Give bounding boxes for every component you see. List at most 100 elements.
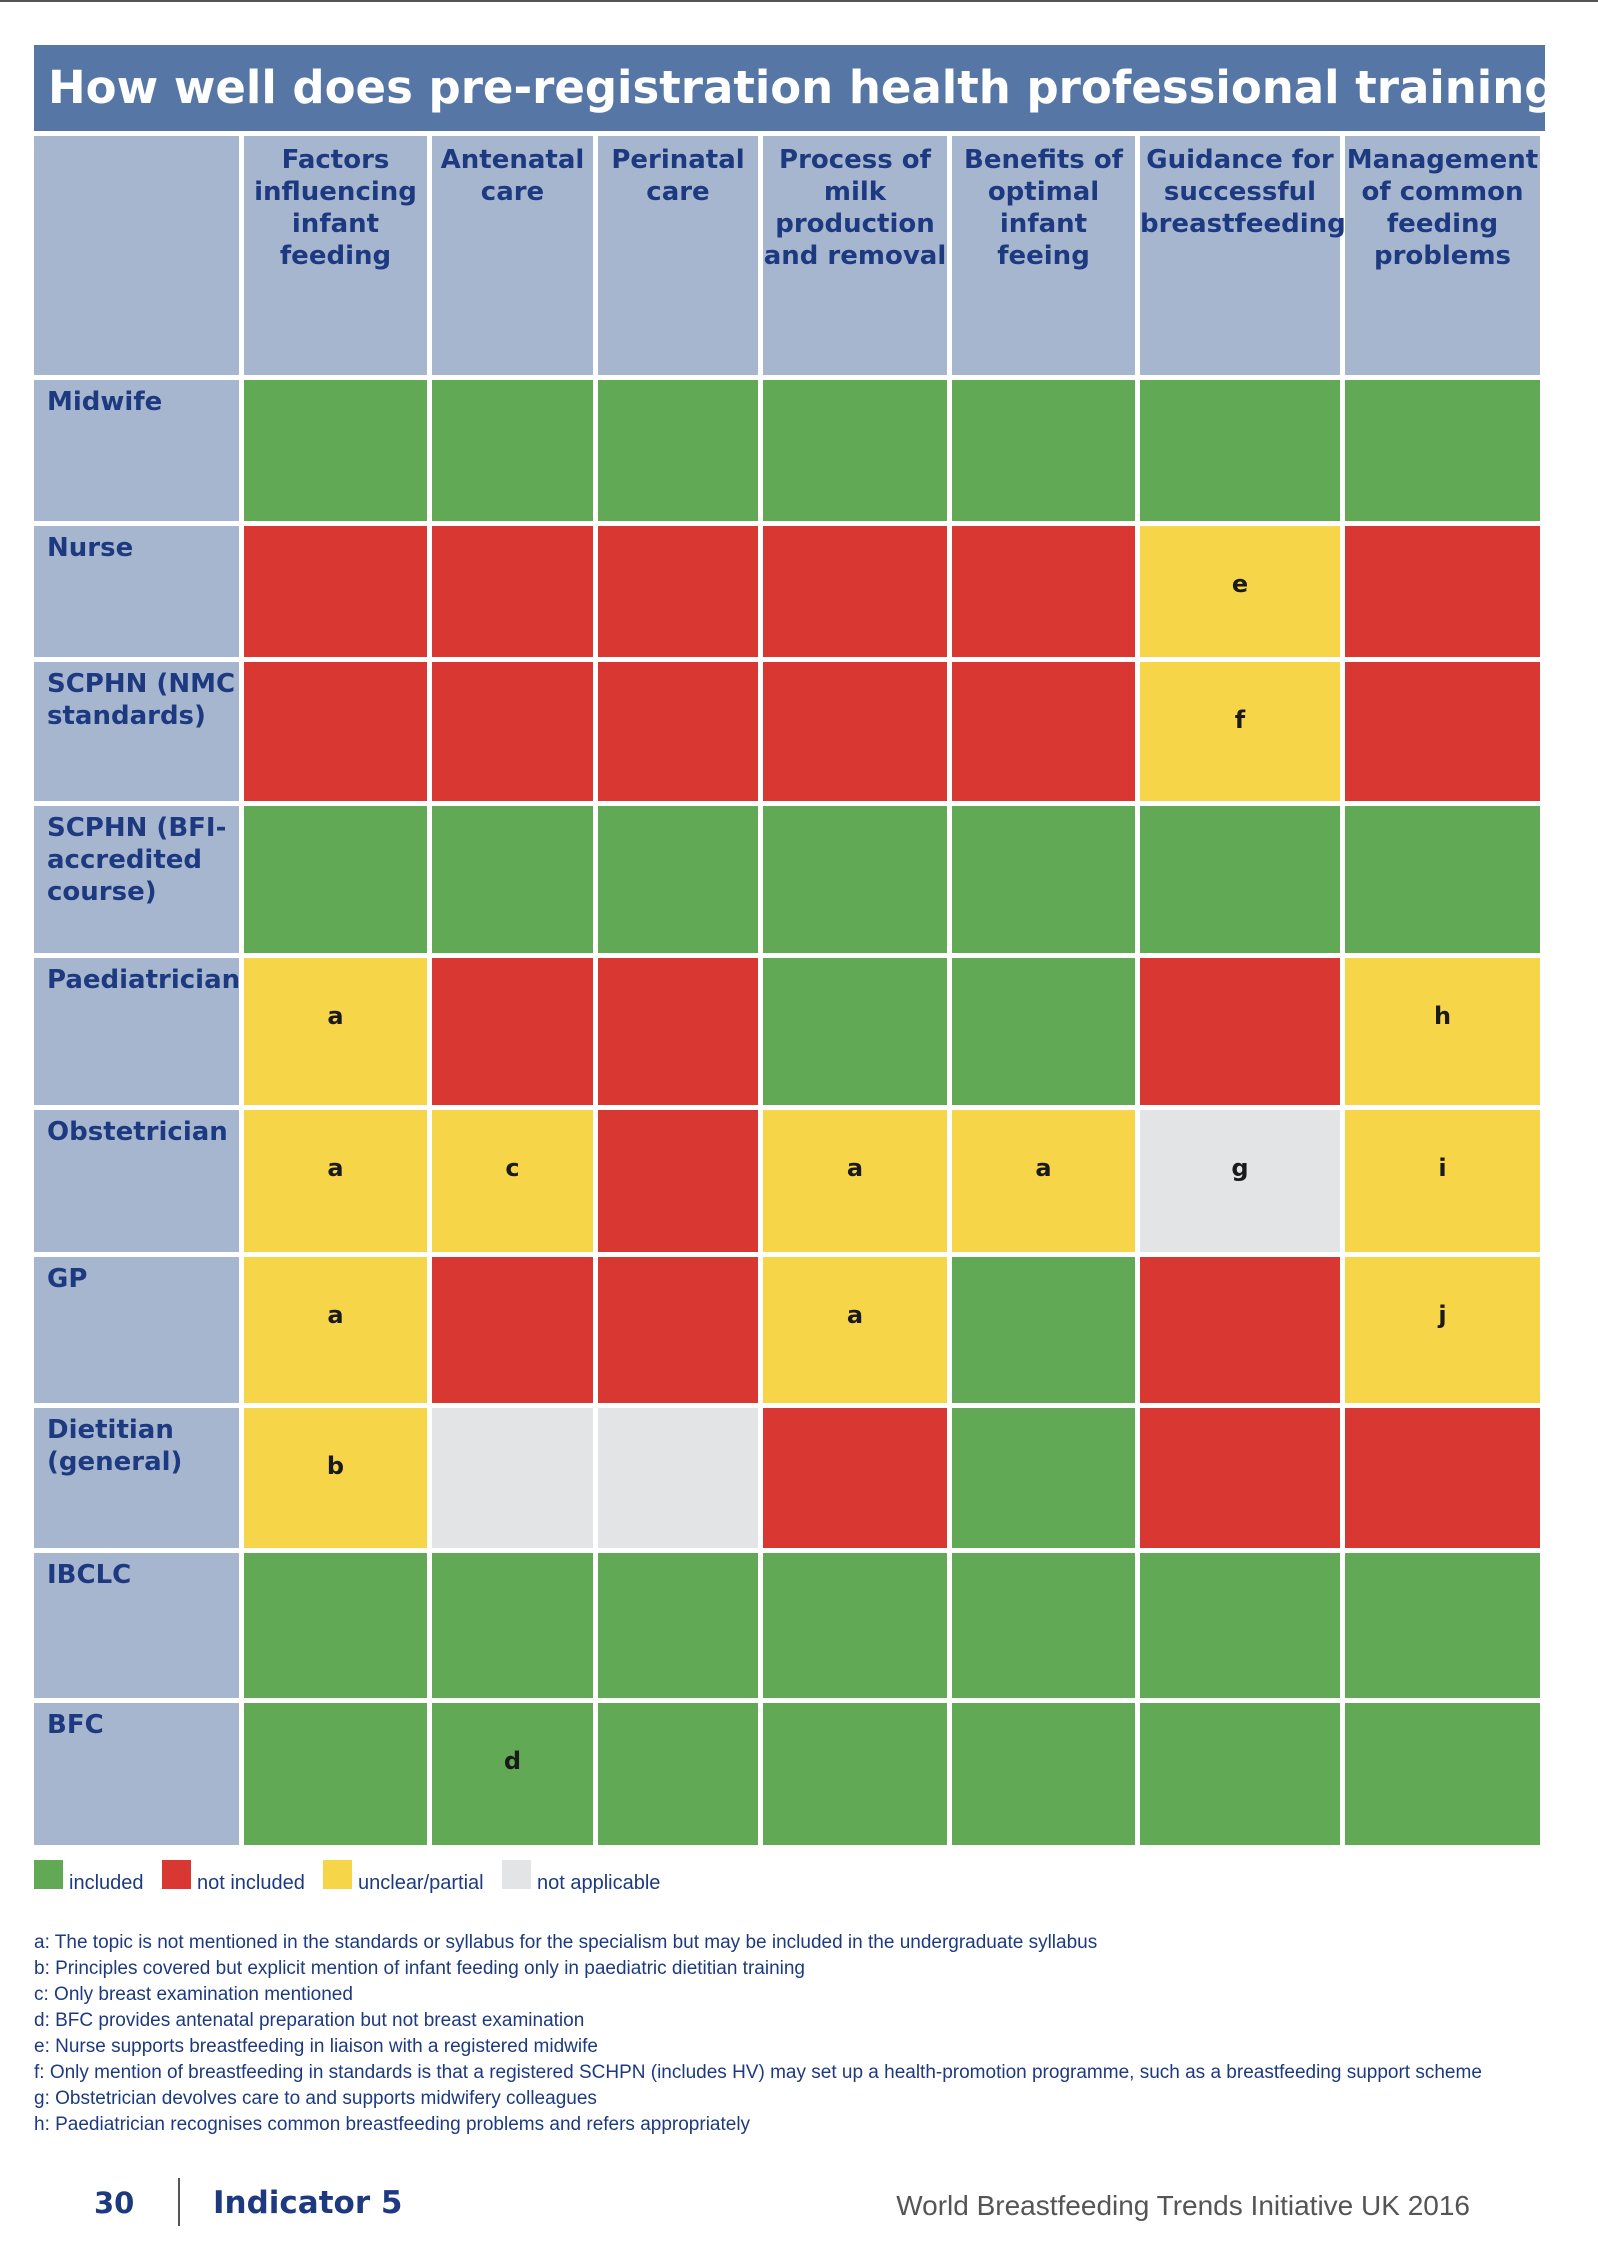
footnotes: a: The topic is not mentioned in the sta… bbox=[34, 1930, 1564, 2138]
status-cell bbox=[598, 1408, 758, 1548]
status-cell bbox=[598, 662, 758, 801]
footnote-line: b: Principles covered but explicit menti… bbox=[34, 1958, 806, 1979]
column-header: Antenatal care bbox=[432, 136, 593, 375]
status-cell: a bbox=[763, 1110, 947, 1252]
legend-swatch bbox=[502, 1860, 531, 1889]
status-cell bbox=[432, 806, 593, 953]
status-cell bbox=[598, 1257, 758, 1403]
row-header: Nurse bbox=[34, 526, 239, 657]
status-cell bbox=[952, 380, 1135, 521]
status-cell bbox=[1345, 662, 1540, 801]
status-cell bbox=[1345, 1553, 1540, 1698]
footnote-marker: d bbox=[503, 1747, 522, 1775]
status-cell bbox=[598, 806, 758, 953]
status-cell bbox=[244, 1703, 427, 1845]
status-cell: a bbox=[952, 1110, 1135, 1252]
status-cell: h bbox=[1345, 958, 1540, 1105]
page-title: How well does pre-registration health pr… bbox=[34, 45, 1545, 131]
row-header: SCPHN (NMC standards) bbox=[34, 662, 239, 801]
footer-divider bbox=[178, 2178, 180, 2226]
indicator-label: Indicator 5 bbox=[213, 2185, 403, 2221]
status-cell bbox=[598, 526, 758, 657]
row-header: Paediatrician bbox=[34, 958, 240, 1105]
status-cell bbox=[763, 806, 947, 953]
status-cell bbox=[763, 1408, 947, 1548]
row-header: Dietitian (general) bbox=[34, 1408, 239, 1548]
publication-name: World Breastfeeding Trends Initiative UK… bbox=[896, 2190, 1470, 2221]
status-cell bbox=[432, 1553, 593, 1698]
status-cell bbox=[952, 1703, 1135, 1845]
row-header: SCPHN (BFI-accredited course) bbox=[34, 806, 239, 953]
footnote-line: g: Obstetrician devolves care to and sup… bbox=[34, 2088, 597, 2109]
legend-label: not included bbox=[197, 1872, 305, 1894]
status-cell bbox=[1140, 958, 1340, 1105]
status-cell bbox=[598, 958, 758, 1105]
status-cell bbox=[763, 662, 947, 801]
row-header: Obstetrician bbox=[34, 1110, 239, 1252]
table-corner bbox=[34, 136, 239, 375]
status-cell bbox=[432, 526, 593, 657]
footnote-marker: a bbox=[1035, 1154, 1052, 1182]
status-cell: e bbox=[1140, 526, 1340, 657]
legend-swatch bbox=[162, 1860, 191, 1889]
footnote-marker: c bbox=[505, 1154, 520, 1182]
status-cell bbox=[763, 380, 947, 521]
footnote-marker: a bbox=[327, 1002, 344, 1030]
status-cell bbox=[1140, 1703, 1340, 1845]
status-cell bbox=[763, 526, 947, 657]
row-header: GP bbox=[34, 1257, 239, 1403]
row-header: Midwife bbox=[34, 380, 239, 521]
column-header: Factors influencing infant feeding bbox=[244, 136, 427, 375]
status-cell bbox=[952, 1408, 1135, 1548]
legend-item: not included bbox=[162, 1860, 342, 1894]
status-cell bbox=[598, 1110, 758, 1252]
column-header: Process of milk production and removal bbox=[763, 136, 947, 375]
status-cell bbox=[1140, 806, 1340, 953]
status-cell bbox=[952, 526, 1135, 657]
status-cell: i bbox=[1345, 1110, 1540, 1252]
status-cell bbox=[763, 1703, 947, 1845]
status-cell bbox=[763, 958, 947, 1105]
status-cell bbox=[1140, 1257, 1340, 1403]
status-cell: b bbox=[244, 1408, 427, 1548]
status-cell bbox=[1345, 806, 1540, 953]
status-cell bbox=[432, 958, 593, 1105]
footnote-line: f: Only mention of breastfeeding in stan… bbox=[34, 2062, 1482, 2083]
column-header: Management of common feeding problems bbox=[1345, 136, 1540, 375]
status-cell bbox=[952, 958, 1135, 1105]
status-cell bbox=[952, 1257, 1135, 1403]
status-cell bbox=[952, 662, 1135, 801]
footnote-marker: b bbox=[326, 1452, 345, 1480]
footnote-line: e: Nurse supports breastfeeding in liais… bbox=[34, 2036, 598, 2057]
status-cell bbox=[952, 1553, 1135, 1698]
status-cell: c bbox=[432, 1110, 593, 1252]
status-cell bbox=[432, 662, 593, 801]
footnote-marker: i bbox=[1438, 1154, 1447, 1182]
footnote-marker: a bbox=[846, 1301, 864, 1329]
footnote-line: c: Only breast examination mentioned bbox=[34, 1984, 353, 2005]
page-number: 30 bbox=[94, 2186, 135, 2220]
footnote-marker: f bbox=[1234, 706, 1246, 734]
status-cell bbox=[244, 526, 427, 657]
status-cell bbox=[244, 1553, 427, 1698]
footnote-marker: g bbox=[1231, 1154, 1249, 1182]
footnote-line: h: Paediatrician recognises common breas… bbox=[34, 2114, 751, 2135]
status-cell bbox=[432, 1257, 593, 1403]
status-cell: d bbox=[432, 1703, 593, 1845]
status-cell bbox=[763, 1553, 947, 1698]
status-cell bbox=[244, 806, 427, 953]
column-header: Guidance for successful breastfeeding bbox=[1140, 136, 1346, 375]
status-cell bbox=[432, 1408, 593, 1548]
status-cell: j bbox=[1345, 1257, 1540, 1403]
legend-swatch bbox=[34, 1860, 63, 1889]
footnote-marker: a bbox=[327, 1154, 344, 1182]
status-cell bbox=[1345, 526, 1540, 657]
footnote-marker: j bbox=[1438, 1301, 1447, 1329]
legend-swatch bbox=[323, 1860, 352, 1889]
status-cell bbox=[244, 662, 427, 801]
status-cell bbox=[598, 380, 758, 521]
legend-label: unclear/partial bbox=[358, 1872, 484, 1894]
top-rule bbox=[0, 0, 1598, 2]
column-header: Benefits of optimal infant feeing bbox=[952, 136, 1135, 375]
footnote-marker: a bbox=[846, 1154, 864, 1182]
